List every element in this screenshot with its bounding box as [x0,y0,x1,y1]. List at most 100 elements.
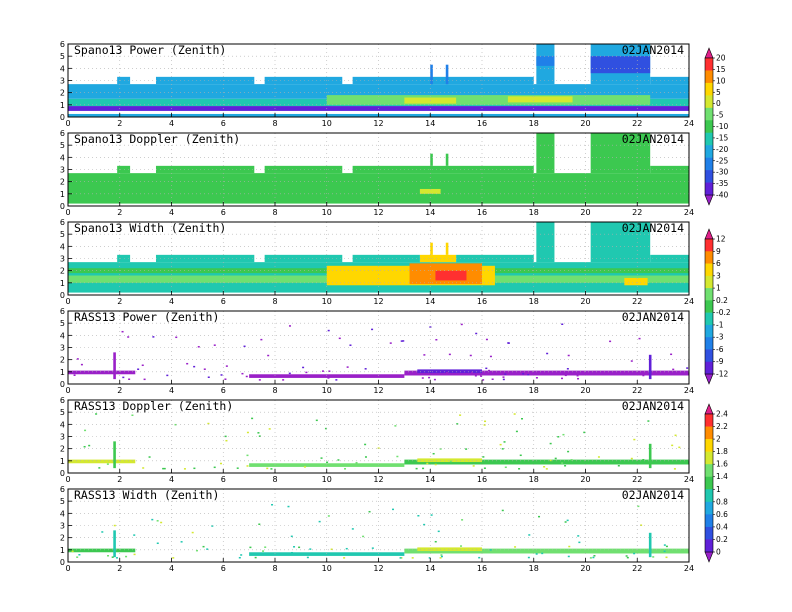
data-region [155,76,255,85]
data-region [590,222,651,263]
y-tick-label: 2 [60,178,65,187]
colorbar-swatch [705,464,713,478]
y-tick-label: 6 [60,396,65,405]
data-region [435,270,467,281]
data-speck [327,329,330,332]
colorbar-label: -10 [716,122,728,131]
x-tick-label: 16 [477,475,487,484]
data-speck [128,378,131,380]
data-speck [270,468,273,470]
data-region [445,242,449,255]
data-speck [240,554,243,556]
data-speck [437,530,440,533]
colorbar-label: 0.4 [716,522,728,531]
data-speck [207,376,210,378]
panel-title: Spano13 Power (Zenith) [74,43,226,57]
data-speck [258,435,261,437]
x-tick-label: 18 [529,475,539,484]
x-tick-label: 12 [373,475,383,484]
data-speck [106,463,109,465]
data-speck [160,521,163,524]
data-speck [518,468,521,470]
data-speck [320,457,323,459]
y-tick-label: 2 [60,356,65,365]
data-speck [95,413,98,415]
data-speck [337,459,340,461]
x-tick-label: 24 [684,475,694,484]
y-tick-label: 6 [60,129,65,138]
data-speck [527,373,530,376]
data-speck [371,328,374,331]
data-speck [435,338,438,341]
data-speck [400,340,403,342]
data-speck [665,556,668,559]
colorbar-2: 12 9 6 3 1 0.2 -0.2 -1 -3 -6 -9 -12 [704,228,731,385]
data-speck [71,550,74,553]
data-speck [172,557,175,559]
data-speck [577,377,580,380]
colorbar-label: -25 [716,156,728,165]
data-speck [76,556,79,558]
data-speck [258,379,261,381]
y-tick-label: 6 [60,485,65,494]
data-speck [220,374,223,376]
y-tick-label: 2 [60,267,65,276]
x-tick-label: 24 [684,564,694,573]
data-region [117,165,131,174]
x-tick-label: 20 [580,208,590,217]
data-region [249,552,405,556]
data-speck [213,466,216,469]
data-speck [465,448,468,450]
data-speck [133,534,136,536]
x-tick-label: 18 [529,564,539,573]
colorbar-arrow-top [704,403,714,415]
data-speck [305,371,308,374]
colorbar-label: 20 [716,54,726,63]
data-region [430,153,433,166]
data-speck [282,379,285,381]
y-tick-label: 3 [60,77,65,86]
x-tick-label: 8 [272,297,277,306]
colorbar-1: 20 15 10 5 0 -5 -10 -15 -20 -25 -30 -35 -40 [704,47,728,206]
data-speck [260,338,263,341]
data-speck [287,505,290,508]
colorbar-label: 3 [716,271,721,280]
data-speck [576,374,579,377]
data-speck [502,376,505,378]
data-region [352,76,534,85]
data-speck [652,556,655,558]
x-tick-label: 10 [322,386,332,395]
colorbar-label: 0 [716,548,721,557]
panel-title: RASS13 Width (Zenith) [74,488,219,502]
data-speck [327,377,330,379]
colorbar-label: -6 [716,345,724,354]
data-speck [207,422,210,425]
data-speck [426,462,429,465]
data-speck [522,373,525,375]
data-speck [469,354,472,357]
data-speck [461,519,464,521]
colorbar-label: 1 [716,284,721,293]
data-region [590,56,651,74]
data-speck [545,468,548,470]
data-speck [206,548,209,550]
x-tick-label: 6 [221,475,226,484]
y-tick-label: 2 [60,89,65,98]
colorbar-swatch [705,426,713,440]
y-tick-label: 3 [60,522,65,531]
data-region [648,532,652,558]
data-speck [422,467,425,470]
x-tick-label: 12 [373,386,383,395]
data-speck [561,323,564,325]
colorbar-frame [704,413,714,553]
data-speck [76,358,79,360]
data-region [624,277,648,286]
colorbar-swatch [705,182,713,196]
data-region [536,133,555,174]
colorbar-swatch [705,489,713,503]
colorbar-swatch [705,82,713,96]
data-region [590,133,651,174]
panel-date: 02JAN2014 [622,399,684,413]
data-speck [345,547,348,550]
data-speck [84,429,87,432]
